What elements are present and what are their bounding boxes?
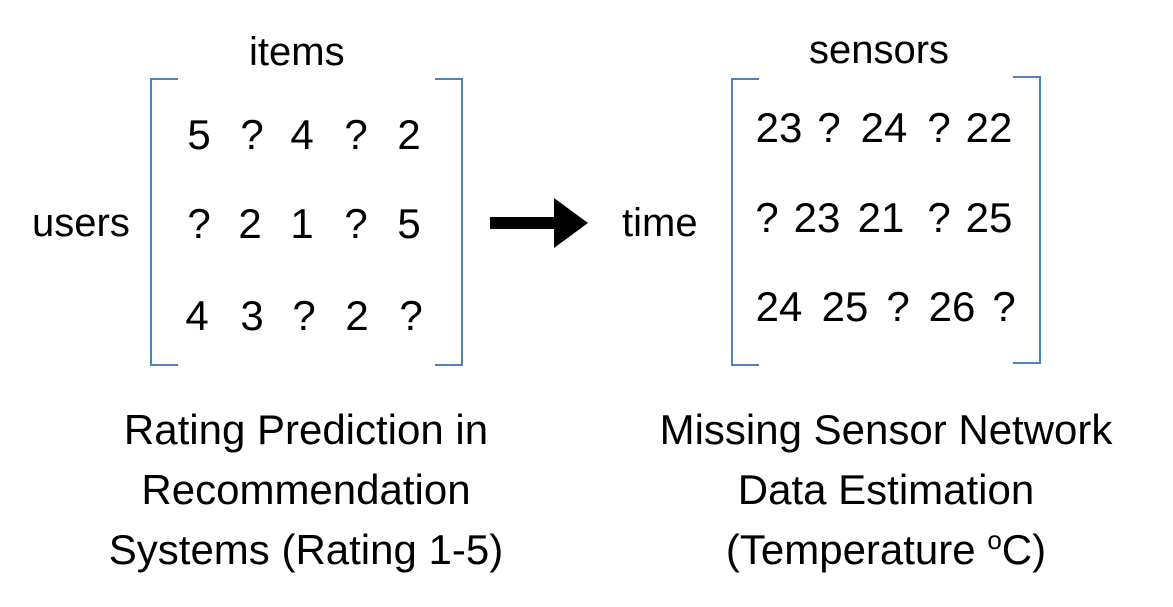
- right-caption: Missing Sensor Network Data Estimation (…: [626, 400, 1146, 580]
- right-matrix-cell: 24: [860, 104, 908, 151]
- right-matrix-cell: ?: [755, 194, 779, 241]
- right-matrix-cell: 24: [755, 283, 803, 330]
- right-matrix-cell: 22: [965, 104, 1013, 151]
- users-label: users: [32, 201, 130, 245]
- temperature-suffix: C): [1001, 526, 1047, 573]
- left-matrix-cell: ?: [240, 111, 264, 158]
- arrow-head: [554, 198, 588, 248]
- right-matrix-cell: ?: [886, 283, 910, 330]
- right-matrix-left-bracket: [731, 78, 759, 366]
- right-caption-line-3: (Temperature oC): [626, 520, 1146, 580]
- left-matrix-cell: ?: [344, 200, 368, 247]
- left-matrix-cell: 4: [290, 111, 314, 158]
- right-matrix-cell: 25: [821, 283, 869, 330]
- left-caption: Rating Prediction in Recommendation Syst…: [46, 400, 566, 580]
- right-caption-line: Missing Sensor Network: [659, 406, 1113, 453]
- left-matrix-cell: 4: [185, 292, 209, 339]
- right-matrix-cell: 23: [755, 104, 803, 151]
- left-matrix-cell: 2: [397, 111, 421, 158]
- left-matrix-right-bracket: [435, 78, 463, 366]
- left-matrix-cell: ?: [399, 292, 423, 339]
- left-matrix-cell: 5: [187, 111, 211, 158]
- left-matrix-cell: 3: [240, 292, 264, 339]
- time-label: time: [622, 201, 698, 245]
- left-matrix-cell: ?: [344, 111, 368, 158]
- left-matrix-cell: 1: [290, 200, 314, 247]
- degree-superscript: o: [987, 525, 1002, 555]
- right-matrix-cell: 26: [928, 283, 976, 330]
- arrow-shaft: [490, 217, 556, 229]
- left-caption-line: Rating Prediction in: [123, 406, 489, 453]
- temperature-prefix: (Temperature: [725, 526, 988, 573]
- sensors-label: sensors: [809, 28, 950, 72]
- right-matrix-cell: ?: [817, 104, 841, 151]
- right-matrix-cell: ?: [927, 104, 951, 151]
- right-matrix-cell: 21: [857, 194, 905, 241]
- right-matrix-cell: ?: [992, 283, 1016, 330]
- items-label: items: [249, 30, 345, 74]
- right-matrix-cell: 25: [965, 194, 1013, 241]
- right-matrix-right-bracket: [1013, 76, 1041, 364]
- left-matrix-cell: ?: [187, 200, 211, 247]
- left-matrix-left-bracket: [150, 78, 178, 366]
- left-caption-line: Recommendation: [141, 466, 471, 513]
- left-matrix-cell: 5: [397, 200, 421, 247]
- right-matrix-cell: 23: [793, 194, 841, 241]
- right-caption-line: Data Estimation: [737, 466, 1035, 513]
- left-matrix-cell: ?: [292, 292, 316, 339]
- right-matrix-cell: ?: [927, 194, 951, 241]
- left-matrix-cell: 2: [238, 200, 262, 247]
- left-caption-line: Systems (Rating 1-5): [108, 526, 504, 573]
- left-matrix-cell: 2: [345, 292, 369, 339]
- right-arrow-icon: [490, 198, 588, 248]
